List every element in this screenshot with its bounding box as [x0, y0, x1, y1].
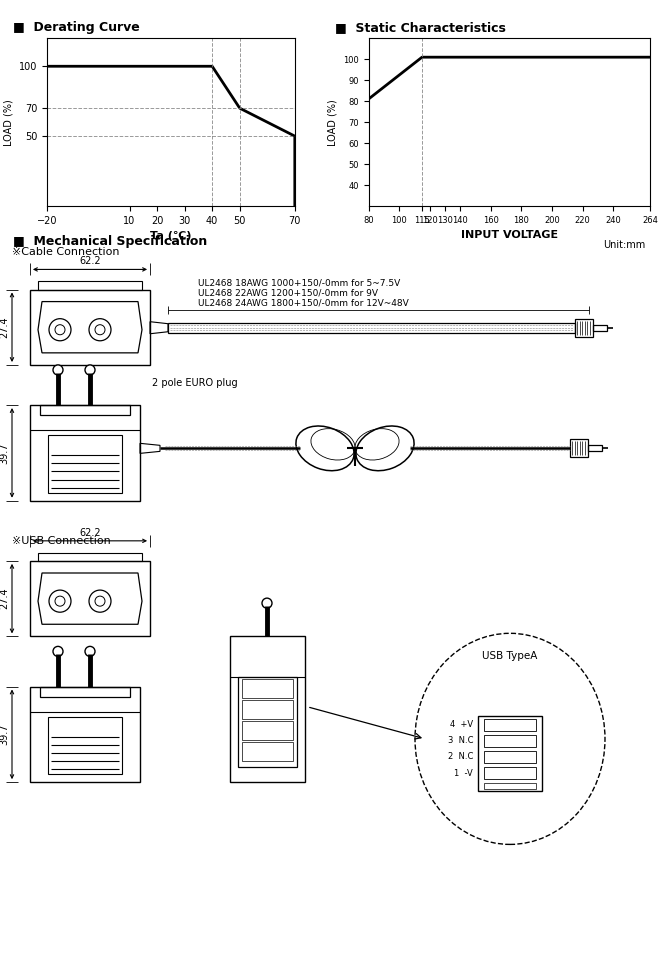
- Bar: [242, 741, 293, 761]
- Bar: [30, 561, 150, 636]
- Y-axis label: LOAD (%): LOAD (%): [328, 99, 338, 146]
- Bar: [30, 687, 140, 782]
- X-axis label: INPUT VOLTAGE: INPUT VOLTAGE: [461, 230, 557, 240]
- Bar: [484, 783, 536, 789]
- Bar: [168, 323, 575, 332]
- Circle shape: [53, 365, 63, 375]
- Text: Unit:mm: Unit:mm: [603, 240, 645, 250]
- Bar: [575, 319, 593, 337]
- Bar: [40, 405, 130, 415]
- Text: ■  Static Characteristics: ■ Static Characteristics: [335, 21, 506, 34]
- Text: 39.7: 39.7: [0, 723, 9, 745]
- Text: UL2468 18AWG 1000+150/-0mm for 5~7.5V: UL2468 18AWG 1000+150/-0mm for 5~7.5V: [198, 279, 400, 287]
- Bar: [484, 751, 536, 763]
- Circle shape: [85, 365, 95, 375]
- Bar: [588, 445, 602, 451]
- Bar: [230, 636, 305, 782]
- Bar: [484, 735, 536, 747]
- Bar: [238, 676, 297, 767]
- Text: UL2468 24AWG 1800+150/-0mm for 12V~48V: UL2468 24AWG 1800+150/-0mm for 12V~48V: [198, 299, 409, 308]
- Bar: [242, 678, 293, 697]
- Bar: [593, 325, 607, 331]
- Text: UL2468 22AWG 1200+150/-0mm for 9V: UL2468 22AWG 1200+150/-0mm for 9V: [198, 288, 378, 298]
- Text: USB TypeA: USB TypeA: [482, 651, 538, 661]
- Bar: [30, 405, 140, 501]
- Bar: [48, 717, 122, 774]
- Bar: [570, 440, 588, 457]
- Bar: [48, 435, 122, 492]
- Text: 62.2: 62.2: [79, 528, 100, 537]
- Circle shape: [85, 647, 95, 656]
- Bar: [478, 716, 542, 791]
- Bar: [30, 289, 150, 365]
- Text: 3  N.C: 3 N.C: [448, 737, 473, 745]
- Text: 1  -V: 1 -V: [454, 768, 473, 778]
- Bar: [38, 282, 142, 289]
- Bar: [40, 687, 130, 696]
- Text: 27.4: 27.4: [0, 588, 9, 609]
- Bar: [38, 553, 142, 561]
- Text: 27.4: 27.4: [0, 316, 9, 338]
- Text: 4  +V: 4 +V: [450, 720, 473, 729]
- Text: ■  Mechanical Specification: ■ Mechanical Specification: [13, 235, 208, 248]
- Text: 2  N.C: 2 N.C: [448, 752, 473, 762]
- Bar: [484, 767, 536, 779]
- Text: ※USB Connection: ※USB Connection: [12, 536, 111, 546]
- Text: ■  Derating Curve: ■ Derating Curve: [13, 21, 140, 34]
- Text: ※Cable Connection: ※Cable Connection: [12, 247, 119, 258]
- Circle shape: [262, 598, 272, 608]
- Y-axis label: LOAD (%): LOAD (%): [3, 99, 13, 146]
- Text: 62.2: 62.2: [79, 257, 100, 266]
- Circle shape: [53, 647, 63, 656]
- Bar: [484, 718, 536, 731]
- Bar: [242, 699, 293, 718]
- X-axis label: Ta (℃): Ta (℃): [150, 231, 192, 241]
- Text: 2 pole EURO plug: 2 pole EURO plug: [152, 378, 238, 388]
- Text: 39.7: 39.7: [0, 443, 9, 464]
- Bar: [242, 720, 293, 740]
